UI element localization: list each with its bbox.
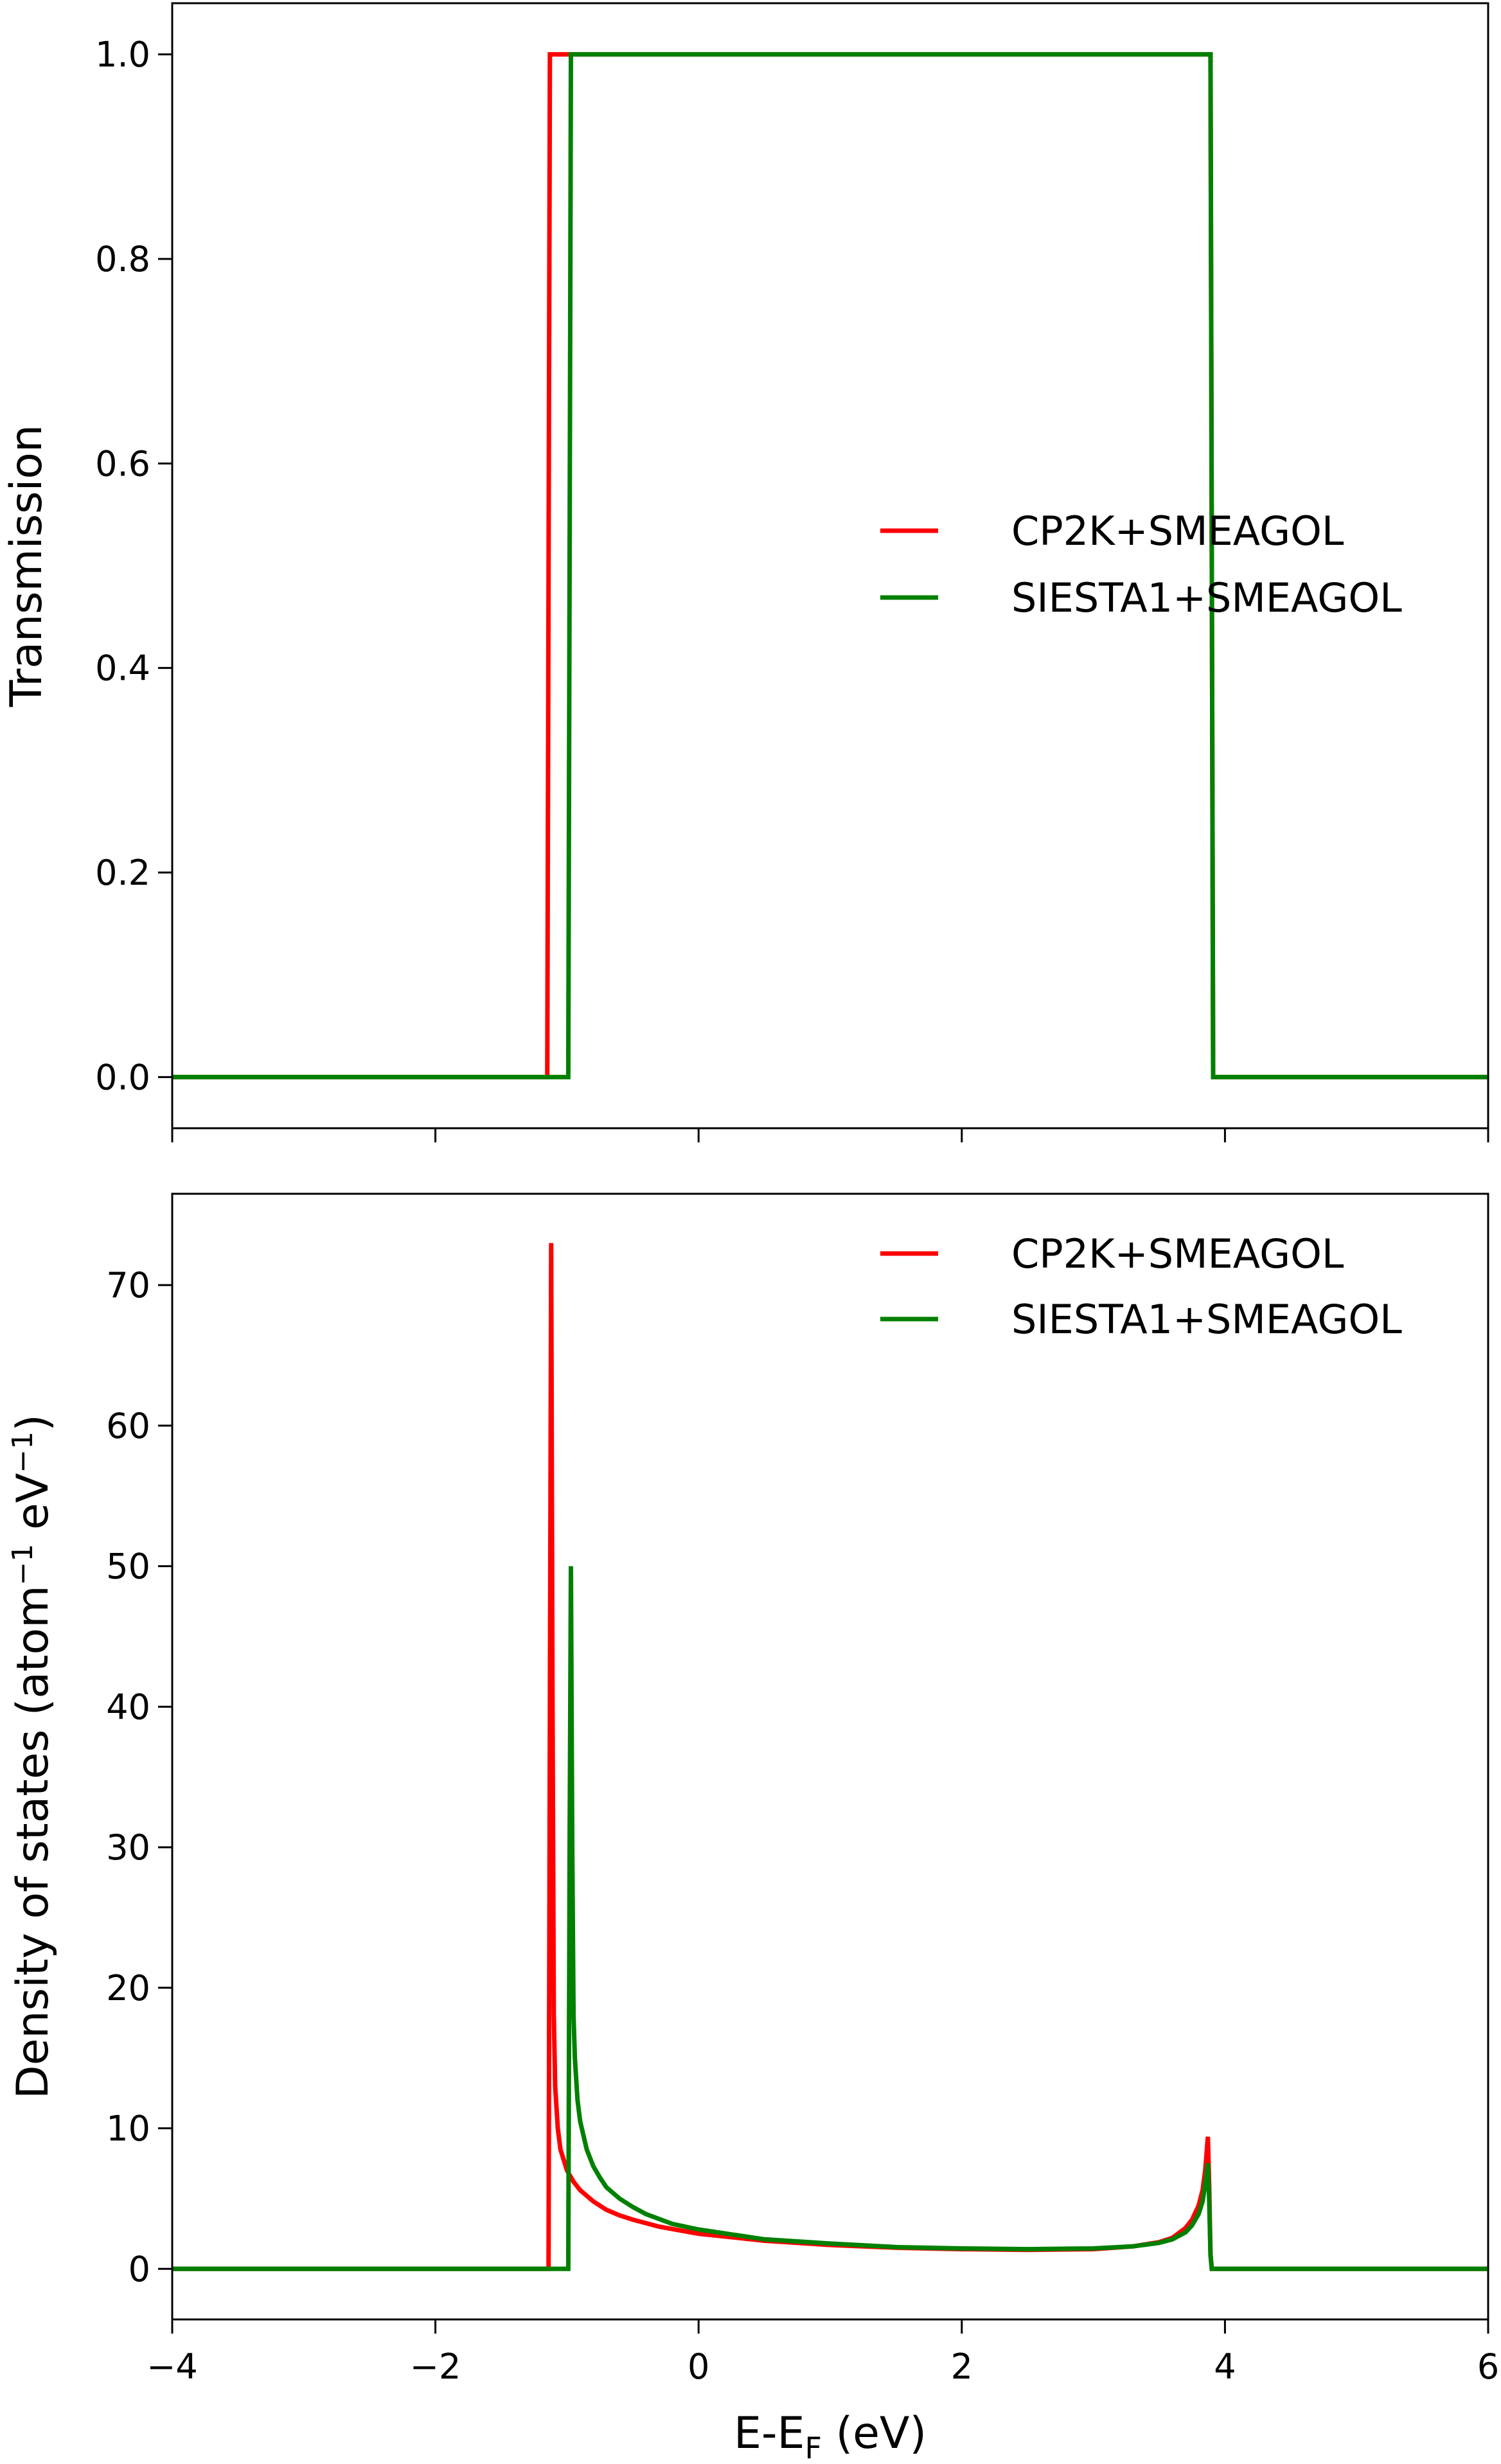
y-tick-label: 30 <box>106 1827 150 1868</box>
x-tick-label: 4 <box>1214 2346 1236 2387</box>
x-tick-label: −4 <box>147 2346 198 2387</box>
series-line-2 <box>172 52 1488 1079</box>
dos-x-axis-label: E-EF (eV) <box>734 2408 927 2464</box>
legend-label-1: CP2K+SMEAGOL <box>1011 508 1344 554</box>
y-tick-label: 0.6 <box>95 443 150 484</box>
y-tick-label: 0.4 <box>95 648 150 689</box>
transmission-y-axis-label: Transmission <box>1 425 52 707</box>
y-tick-label: 1.0 <box>95 35 150 75</box>
y-tick-label: 50 <box>106 1547 150 1587</box>
y-tick-label: 0.0 <box>95 1057 150 1097</box>
y-tick-label: 40 <box>106 1687 150 1727</box>
dos-legend: CP2K+SMEAGOL SIESTA1+SMEAGOL <box>880 1230 1402 1343</box>
x-tick-label: 6 <box>1477 2346 1499 2387</box>
x-tick-label: 0 <box>688 2346 709 2387</box>
y-tick-label: 0.2 <box>95 853 150 893</box>
legend-label-2: SIESTA1+SMEAGOL <box>1011 1296 1402 1343</box>
y-tick-label: 0.8 <box>95 239 150 279</box>
y-tick-label: 0 <box>129 2249 150 2289</box>
dos-panel: Density of states (atom−1 eV−1) E-EF (eV… <box>6 1192 1499 2464</box>
y-tick-label: 60 <box>106 1406 150 1446</box>
transmission-panel: Transmission CP2K+SMEAGOL SIESTA1+SMEAGOL… <box>1 2 1489 1142</box>
y-tick-label: 70 <box>106 1265 150 1306</box>
dos-plot-area <box>172 1243 1488 2271</box>
x-tick-label: −2 <box>410 2346 461 2387</box>
transmission-plot-area <box>172 52 1488 1079</box>
series-line-1 <box>172 1243 1488 2271</box>
legend-label-2: SIESTA1+SMEAGOL <box>1011 574 1402 621</box>
dos-y-axis-label: Density of states (atom−1 eV−1) <box>6 1414 58 2099</box>
y-tick-label: 10 <box>106 2109 150 2149</box>
transmission-legend: CP2K+SMEAGOL SIESTA1+SMEAGOL <box>880 508 1402 621</box>
y-tick-label: 20 <box>106 1968 150 2008</box>
series-line-1 <box>172 52 1488 1079</box>
x-tick-label: 2 <box>951 2346 973 2387</box>
legend-label-1: CP2K+SMEAGOL <box>1011 1230 1344 1277</box>
series-line-2 <box>172 1566 1488 2271</box>
transmission-axes-frame <box>171 2 1489 1130</box>
dos-axes-frame <box>171 1192 1489 2321</box>
